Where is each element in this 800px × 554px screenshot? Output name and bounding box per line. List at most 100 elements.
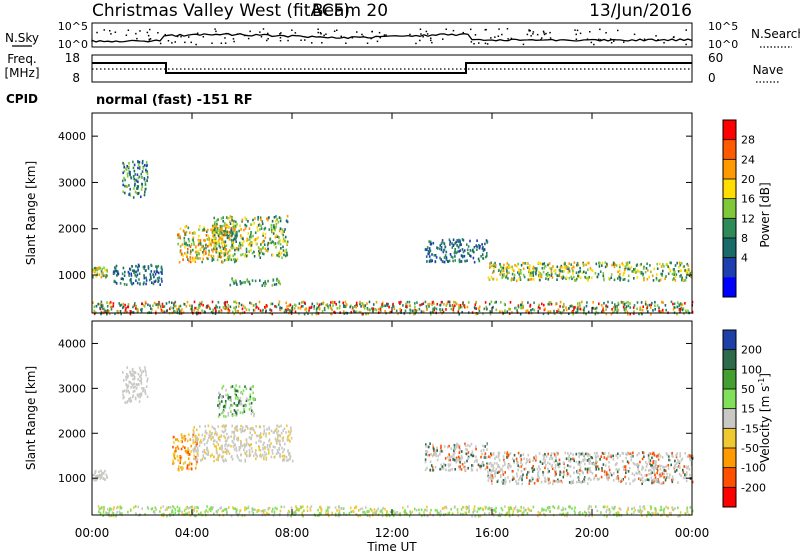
power-cell: [661, 308, 664, 312]
power-cell: [456, 239, 458, 242]
power-cell: [230, 231, 232, 234]
power-cell: [632, 270, 635, 273]
velocity-cell: [407, 505, 409, 508]
velocity-cell: [232, 441, 235, 444]
velocity-cell: [515, 480, 517, 483]
velocity-cell: [129, 509, 132, 512]
y-tick-label: 3000: [58, 382, 86, 395]
nsky-trace: [91, 32, 693, 43]
power-cell: [276, 254, 278, 257]
velocity-cell: [657, 454, 659, 457]
nsky-point: [267, 38, 269, 40]
power-cell: [101, 272, 103, 276]
velocity-cell: [501, 480, 503, 484]
power-cell: [604, 265, 607, 269]
velocity-cell: [248, 408, 251, 411]
velocity-cell: [213, 444, 216, 448]
velocity-cell: [224, 450, 227, 454]
velocity-cell: [511, 478, 514, 482]
velocity-cell: [641, 468, 643, 471]
power-cell: [262, 308, 264, 312]
velocity-cell: [647, 511, 649, 514]
nsky-tick-bottom: 10^0: [58, 38, 88, 51]
power-cell: [452, 310, 455, 313]
power-cell: [181, 243, 184, 246]
velocity-cell: [427, 453, 429, 457]
power-cell: [605, 308, 607, 311]
power-cell: [217, 240, 220, 244]
power-cell: [575, 279, 577, 282]
velocity-cell: [616, 470, 619, 474]
velocity-cell: [188, 433, 190, 436]
velocity-cell: [671, 478, 673, 482]
velocity-cell: [674, 470, 676, 473]
velocity-cell: [620, 480, 622, 483]
velocity-cell: [663, 512, 666, 516]
power-cell: [240, 228, 242, 231]
velocity-cell: [511, 457, 514, 461]
power-cell: [559, 305, 561, 308]
velocity-cell: [194, 466, 197, 470]
power-cell: [690, 275, 692, 279]
power-cell: [445, 250, 448, 254]
velocity-cell: [471, 468, 474, 472]
power-cell: [149, 278, 151, 282]
velocity-cell: [218, 404, 221, 408]
power-cell: [618, 269, 621, 272]
power-cell: [354, 305, 357, 309]
power-cell: [541, 302, 543, 306]
velocity-colorbar-tick-label: 15: [741, 403, 755, 416]
velocity-cell: [265, 458, 268, 461]
power-cell: [224, 233, 226, 237]
power-cell: [431, 303, 433, 306]
velocity-cell: [655, 460, 657, 463]
power-cell: [179, 235, 181, 238]
power-cell: [627, 263, 629, 266]
nsky-point: [232, 38, 235, 40]
power-colorbar-tick-label: 28: [741, 134, 755, 147]
velocity-colorbar-frame: [722, 329, 737, 508]
power-cell: [594, 307, 597, 310]
nsky-point: [379, 36, 381, 39]
power-cell: [560, 264, 563, 268]
power-cell: [124, 303, 126, 307]
power-cell: [366, 302, 368, 305]
power-cell: [273, 225, 275, 229]
freq-tick-top: 18: [65, 51, 80, 65]
power-cell: [372, 307, 375, 310]
power-cell: [94, 266, 97, 270]
velocity-cell: [219, 400, 221, 404]
velocity-cell: [129, 371, 132, 375]
velocity-cell: [411, 510, 414, 514]
velocity-cell: [690, 454, 693, 458]
velocity-cell: [218, 453, 221, 457]
power-cell: [445, 304, 448, 307]
power-cell: [143, 276, 146, 280]
velocity-cell: [250, 427, 252, 430]
power-cell: [485, 305, 488, 309]
velocity-cell: [283, 458, 286, 462]
power-cell: [595, 306, 598, 310]
power-cell: [643, 265, 645, 269]
power-cell: [622, 263, 624, 267]
power-cell: [500, 265, 502, 269]
power-cell: [277, 241, 280, 245]
power-cell: [629, 306, 632, 309]
power-cell: [224, 307, 227, 311]
power-cell: [222, 216, 224, 219]
velocity-cell: [504, 451, 506, 454]
velocity-cell: [561, 471, 563, 474]
power-cell: [228, 230, 231, 234]
velocity-cell: [608, 461, 610, 464]
velocity-cell: [627, 461, 630, 465]
velocity-cell: [204, 429, 207, 433]
power-cell: [231, 216, 233, 220]
velocity-cell: [627, 470, 630, 473]
power-cell: [644, 302, 647, 306]
power-cell: [193, 300, 196, 304]
velocity-cell: [221, 386, 223, 390]
power-cell: [216, 229, 219, 233]
power-cell: [254, 217, 256, 220]
velocity-cell: [434, 508, 437, 512]
velocity-cell: [636, 453, 639, 457]
